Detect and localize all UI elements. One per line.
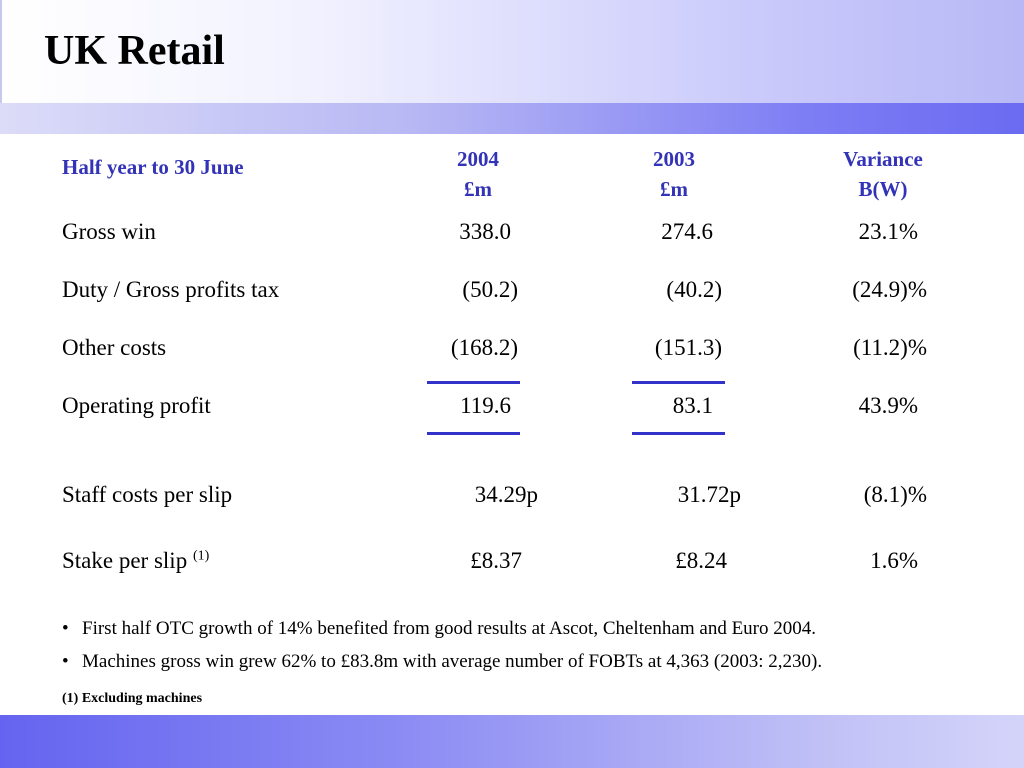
cell-operating-profit-variance: 43.9% [858,393,918,418]
row-label-operating-profit: Operating profit [62,393,211,418]
cell-other-costs-variance: (11.2)% [853,335,927,360]
cell-stake-per-slip-2004: £8.37 [470,548,522,573]
period-header: Half year to 30 June [62,155,244,179]
header-stripe [0,103,1024,134]
stake-per-slip-label: Stake per slip [62,548,188,573]
footnote-marker: (1) [192,548,210,564]
row-label-gross-win: Gross win [62,219,156,244]
cell-stake-per-slip-variance: 1.6% [870,548,918,573]
bullet-machines-growth: • Machines gross win grew 62% to £83.8m w… [62,650,822,674]
footer-stripe [0,715,1024,768]
cell-other-costs-2003: (151.3) [654,335,722,360]
cell-gross-win-2003: 274.6 [661,219,713,244]
bullet-marker: • [62,618,69,639]
cell-staff-costs-2004: 34.29p [474,482,538,507]
row-label-stake-per-slip: Stake per slip (1) [62,547,209,575]
cell-staff-costs-2003: 31.72p [677,482,741,507]
cell-staff-costs-variance: (8.1)% [863,482,927,507]
col-header-variance-line2: B(W) [858,177,908,201]
cell-gross-win-variance: 23.1% [858,219,918,244]
bullet-text: Machines gross win grew 62% to £83.8m wi… [82,651,823,672]
title-band-edge [0,0,2,103]
bullet-text: First half OTC growth of 14% benefited f… [82,618,817,639]
cell-duty-2003: (40.2) [666,277,722,302]
row-label-duty: Duty / Gross profits tax [62,277,280,302]
cell-gross-win-2004: 338.0 [459,219,511,244]
col-header-2004-unit: £m [464,177,492,201]
slide-title: UK Retail [44,28,225,74]
col-header-variance-line1: Variance [843,147,923,171]
cell-other-costs-2004: (168.2) [450,335,518,360]
subtotal-rule-2003-top [632,381,725,384]
row-label-other-costs: Other costs [62,335,167,360]
col-header-2004-year: 2004 [457,147,499,171]
title-band [0,0,1024,103]
bullet-marker: • [62,651,69,672]
cell-duty-2004: (50.2) [462,277,518,302]
cell-operating-profit-2004: 119.6 [460,393,511,418]
cell-operating-profit-2003: 83.1 [672,393,713,418]
col-header-variance: Variance B(W) [818,144,948,204]
cell-duty-variance: (24.9)% [852,277,927,302]
col-header-2003-unit: £m [660,177,688,201]
row-label-staff-costs: Staff costs per slip [62,482,233,507]
col-header-2004: 2004 £m [430,144,526,204]
subtotal-rule-2004-top [427,381,520,384]
col-header-2003: 2003 £m [626,144,722,204]
footnote: (1) Excluding machines [62,691,203,706]
col-header-2003-year: 2003 [653,147,695,171]
bullet-otc-growth: • First half OTC growth of 14% benefited … [62,617,816,641]
cell-stake-per-slip-2003: £8.24 [675,548,727,573]
subtotal-rule-2004-bottom [427,432,520,435]
subtotal-rule-2003-bottom [632,432,725,435]
